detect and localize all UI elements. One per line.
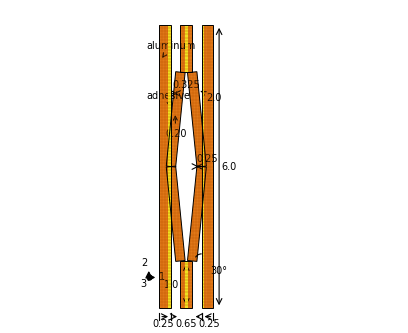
Bar [185, 261, 188, 308]
Polygon shape [188, 72, 206, 167]
Bar [202, 25, 213, 308]
Text: 0.25: 0.25 [196, 154, 217, 164]
Text: 30°: 30° [210, 266, 227, 276]
Polygon shape [188, 166, 206, 261]
Text: 0.65: 0.65 [175, 319, 197, 329]
Polygon shape [166, 72, 185, 167]
Text: aluminum: aluminum [146, 41, 195, 57]
Polygon shape [166, 166, 185, 261]
Text: 0.25: 0.25 [199, 319, 220, 329]
Text: 6.0: 6.0 [221, 162, 236, 171]
Text: 0.20: 0.20 [165, 116, 186, 139]
Text: 1: 1 [159, 272, 165, 282]
Text: 0.325: 0.325 [172, 80, 200, 90]
Bar [180, 25, 192, 72]
Text: adhesive: adhesive [146, 91, 190, 107]
Bar [169, 25, 171, 308]
Bar [159, 25, 171, 308]
Bar [202, 25, 213, 308]
Bar [159, 25, 171, 308]
Bar [202, 25, 204, 308]
Text: 2.0: 2.0 [201, 91, 222, 103]
Bar [180, 25, 192, 72]
Bar [180, 261, 192, 308]
Bar [180, 261, 192, 308]
Text: 2: 2 [142, 257, 148, 267]
Text: 1.0: 1.0 [164, 279, 180, 289]
Text: 0.25: 0.25 [152, 319, 174, 329]
Bar [185, 25, 188, 72]
Text: 3: 3 [141, 279, 147, 289]
